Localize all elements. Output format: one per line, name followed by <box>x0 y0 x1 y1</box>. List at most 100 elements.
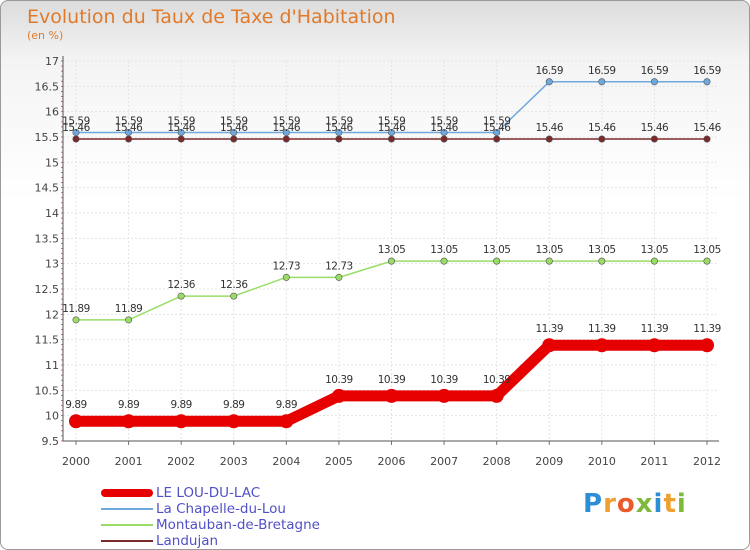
data-label: 16.59 <box>693 65 721 77</box>
data-point <box>493 257 501 265</box>
data-label: 10.39 <box>325 374 353 386</box>
x-tick-label: 2009 <box>535 455 563 468</box>
data-point <box>703 135 711 143</box>
data-point <box>387 128 395 136</box>
x-tick-label: 2007 <box>430 455 458 468</box>
data-label: 15.59 <box>115 115 143 127</box>
legend-label: Montauban-de-Bretagne <box>156 517 320 533</box>
data-point <box>650 135 658 143</box>
x-tick-label: 2004 <box>272 455 300 468</box>
data-label: 15.46 <box>115 122 143 134</box>
data-label: 15.46 <box>693 122 721 134</box>
data-point <box>598 78 606 86</box>
data-label: 15.59 <box>62 115 90 127</box>
data-point <box>121 414 136 429</box>
data-label: 12.36 <box>220 279 248 291</box>
data-point <box>700 338 714 353</box>
data-point <box>598 257 606 265</box>
data-point <box>440 257 448 265</box>
data-label: 9.89 <box>65 399 86 411</box>
data-label: 11.39 <box>641 323 669 335</box>
data-label: 15.59 <box>273 115 301 127</box>
data-label: 13.05 <box>693 244 721 256</box>
data-point <box>545 257 553 265</box>
data-point <box>384 388 399 403</box>
y-tick-label: 13 <box>45 258 59 271</box>
data-point <box>335 273 343 281</box>
y-tick-label: 10.5 <box>35 384 60 397</box>
legend: LE LOU-DU-LAC La Chapelle-du-Lou Montauban… <box>101 485 401 549</box>
x-tick-label: 2008 <box>483 455 511 468</box>
data-point <box>493 128 501 136</box>
data-label: 10.39 <box>378 374 406 386</box>
data-label: 12.36 <box>167 279 195 291</box>
data-point <box>335 128 343 136</box>
data-point <box>125 128 133 136</box>
data-point <box>545 135 553 143</box>
y-tick-label: 14.5 <box>35 182 60 195</box>
x-tick-label: 2006 <box>378 455 406 468</box>
data-point <box>598 135 606 143</box>
data-point <box>282 135 290 143</box>
x-tick-label: 2003 <box>220 455 248 468</box>
data-point <box>335 135 343 143</box>
data-point <box>650 257 658 265</box>
y-tick-label: 13.5 <box>35 232 60 245</box>
data-label: 15.46 <box>325 122 353 134</box>
data-point <box>282 128 290 136</box>
data-point <box>230 128 238 136</box>
data-label: 16.59 <box>588 65 616 77</box>
data-label: 13.05 <box>641 244 669 256</box>
data-point <box>437 388 452 403</box>
data-point <box>703 78 711 86</box>
data-label: 12.73 <box>325 260 353 272</box>
data-label: 10.39 <box>430 374 458 386</box>
data-point <box>440 128 448 136</box>
x-tick-label: 2000 <box>62 455 90 468</box>
data-point <box>72 316 80 324</box>
data-point <box>177 292 185 300</box>
data-label: 15.46 <box>483 122 511 134</box>
y-tick-label: 16.5 <box>35 80 60 93</box>
x-tick-label: 2002 <box>167 455 195 468</box>
data-point <box>177 135 185 143</box>
data-point <box>387 257 395 265</box>
data-label: 15.59 <box>220 115 248 127</box>
chart-title: Evolution du Taux de Taxe d'Habitation <box>27 6 396 28</box>
data-point <box>226 414 241 429</box>
legend-item: LE LOU-DU-LAC <box>101 485 401 501</box>
data-point <box>72 128 80 136</box>
y-tick-label: 11.5 <box>35 334 60 347</box>
legend-swatch <box>101 540 153 542</box>
data-point <box>545 78 553 86</box>
data-label: 15.46 <box>378 122 406 134</box>
x-tick-label: 2005 <box>325 455 353 468</box>
data-label: 15.46 <box>535 122 563 134</box>
data-label: 11.39 <box>693 323 721 335</box>
data-point <box>230 292 238 300</box>
data-point <box>647 338 662 353</box>
y-tick-label: 12 <box>45 308 59 321</box>
y-tick-label: 12.5 <box>35 283 60 296</box>
data-label: 15.59 <box>378 115 406 127</box>
data-label: 13.05 <box>483 244 511 256</box>
legend-item: Montauban-de-Bretagne <box>101 517 401 533</box>
y-tick-label: 16 <box>45 106 59 119</box>
data-label: 15.46 <box>220 122 248 134</box>
x-tick-label: 2001 <box>115 455 143 468</box>
data-point <box>174 414 189 429</box>
data-point <box>230 135 238 143</box>
data-label: 13.05 <box>588 244 616 256</box>
data-label: 15.46 <box>167 122 195 134</box>
legend-label: La Chapelle-du-Lou <box>156 501 286 517</box>
y-tick-label: 11 <box>45 359 59 372</box>
data-label: 13.05 <box>378 244 406 256</box>
data-point <box>542 338 557 353</box>
legend-label: Landujan <box>156 533 219 549</box>
axis-layer: 9.51010.51111.51212.51313.51414.51515.51… <box>35 55 722 468</box>
y-tick-label: 14 <box>45 207 59 220</box>
series-layer <box>69 78 714 429</box>
data-point <box>440 135 448 143</box>
